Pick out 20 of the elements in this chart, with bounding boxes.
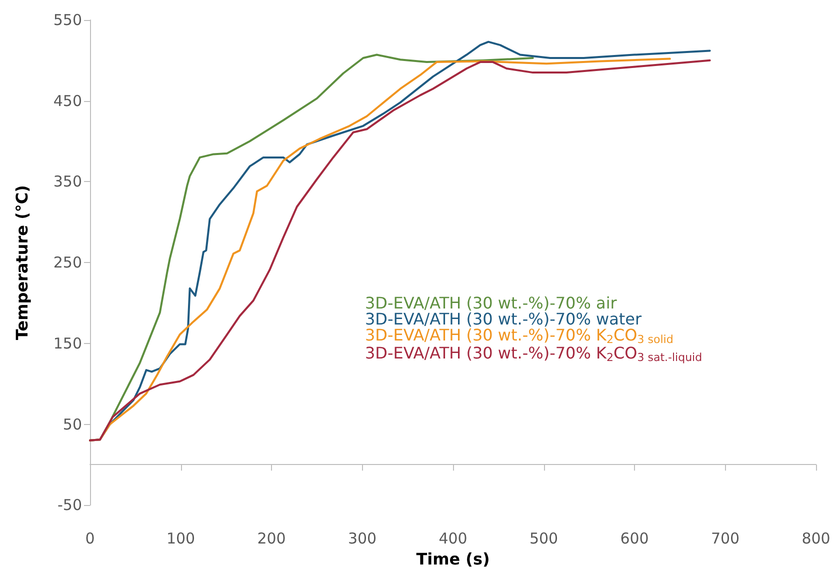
y-axis-title: Temperature (°C) <box>12 185 32 340</box>
y-tick-label: 150 <box>53 334 82 352</box>
y-tick-label: 450 <box>53 92 82 110</box>
x-tick-label: 300 <box>348 530 377 548</box>
x-tick-label: 700 <box>710 530 740 548</box>
text: 3D-EVA/ATH (30 wt.-%)-70% water <box>365 310 642 328</box>
x-tick-label: 400 <box>438 530 468 548</box>
x-tick-label: 100 <box>166 530 196 548</box>
x-tick-label: 200 <box>257 530 286 548</box>
y-tick-label: 50 <box>62 415 82 434</box>
x-tick-label: 800 <box>802 530 830 548</box>
text: 3D-EVA/ATH (30 wt.-%)-70% air <box>365 294 618 312</box>
x-tick-label: 600 <box>620 530 649 548</box>
x-tick-label: 0 <box>85 530 95 548</box>
y-tick-label: -50 <box>58 496 82 514</box>
y-tick-label: 250 <box>53 254 82 272</box>
x-axis-title: Time (s) <box>416 550 490 568</box>
x-tick-label: 500 <box>529 530 558 548</box>
y-tick-label: 350 <box>53 172 82 191</box>
y-tick-label: 550 <box>53 11 82 29</box>
